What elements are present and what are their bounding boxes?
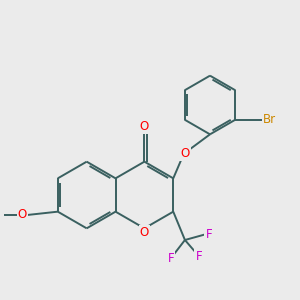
- Text: F: F: [196, 250, 202, 263]
- Text: O: O: [140, 120, 149, 133]
- Text: O: O: [18, 208, 27, 221]
- Text: F: F: [168, 252, 174, 265]
- Text: F: F: [206, 227, 212, 241]
- Text: O: O: [180, 147, 190, 160]
- Text: Br: Br: [263, 113, 276, 126]
- Text: O: O: [140, 226, 149, 239]
